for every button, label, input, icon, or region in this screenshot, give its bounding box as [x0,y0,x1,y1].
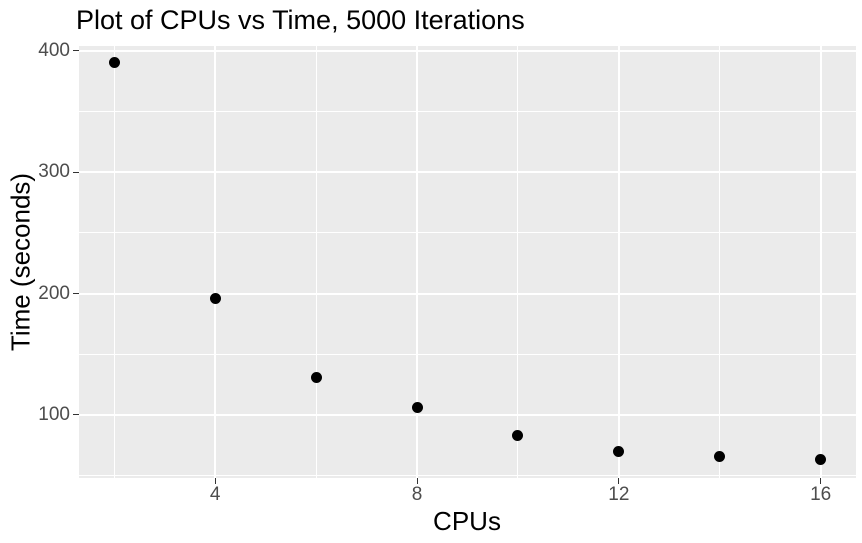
data-point [613,445,625,457]
gridline-major-horizontal [79,49,856,52]
gridline-minor-horizontal [79,232,856,234]
gridline-minor-horizontal [79,475,856,477]
x-tick-mark [618,478,620,484]
gridline-minor-horizontal [79,111,856,113]
y-tick-mark [73,171,79,173]
data-point [209,292,221,304]
x-tick-label: 16 [810,484,832,505]
x-tick-mark [416,478,418,484]
y-tick-mark [73,50,79,52]
y-tick-mark [73,414,79,416]
gridline-minor-horizontal [79,353,856,355]
y-axis-title: Time (seconds) [5,172,36,352]
data-point [411,402,423,414]
x-tick-label: 4 [209,484,221,505]
data-point [108,57,120,69]
gridline-major-vertical [214,46,217,478]
gridline-major-horizontal [79,292,856,295]
gridline-major-horizontal [79,413,856,416]
y-tick-mark [73,293,79,295]
x-tick-mark [820,478,822,484]
data-point [714,450,726,462]
gridline-major-vertical [617,46,620,478]
gridline-major-horizontal [79,171,856,174]
x-tick-mark [214,478,216,484]
data-point [815,454,827,466]
x-axis-title: CPUs [433,506,501,536]
x-tick-label: 12 [608,484,630,505]
x-tick-label: 8 [411,484,423,505]
gridline-minor-vertical [517,46,519,478]
y-tick-label: 400 [38,39,70,61]
data-point [512,430,524,442]
gridline-major-vertical [819,46,822,478]
gridline-minor-vertical [315,46,317,478]
gridline-minor-vertical [113,46,115,478]
y-tick-label: 100 [38,403,70,425]
gridline-major-vertical [416,46,419,478]
y-tick-label: 200 [38,282,70,304]
data-point [310,371,322,383]
gridline-minor-vertical [719,46,721,478]
y-tick-label: 300 [38,161,70,183]
chart-title: Plot of CPUs vs Time, 5000 Iterations [76,5,525,35]
plot-panel [79,46,856,478]
